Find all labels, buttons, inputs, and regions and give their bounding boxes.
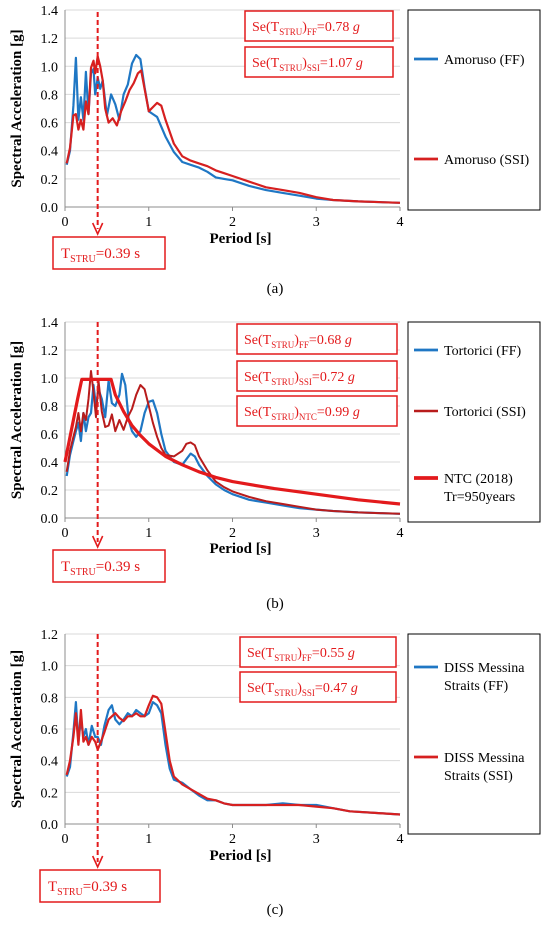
panel-label: (c)	[267, 902, 284, 918]
x-tick-label: 3	[313, 832, 320, 847]
annotation-text: Se(TSTRU)SSI=1.07 g	[252, 56, 363, 73]
series-line	[65, 55, 401, 204]
series-line	[63, 377, 401, 506]
x-axis-label: Period [s]	[209, 231, 271, 247]
y-tick-label: 0.2	[41, 786, 59, 801]
x-tick-label: 4	[397, 526, 404, 541]
period-label: TSTRU=0.39 s	[48, 879, 127, 898]
x-axis-label: Period [s]	[209, 848, 271, 864]
legend-label: Amoruso (FF)	[444, 53, 525, 68]
y-tick-label: 0.4	[41, 456, 59, 471]
y-tick-label: 1.2	[41, 32, 59, 47]
period-label-box	[52, 549, 166, 583]
chart-panel-3: 0.0 0.2 0.4 0.6 0.8 1.0 1.2 0 1 2 3 4 Period [s] Spec…	[9, 628, 541, 918]
x-tick-label: 2	[229, 526, 236, 541]
x-tick-label: 1	[145, 526, 152, 541]
period-label-box	[39, 869, 161, 903]
annotation-box	[239, 636, 397, 668]
legend-label: Tortorici (FF)	[444, 344, 522, 359]
annotation-box	[236, 395, 398, 427]
y-tick-label: 1.0	[41, 372, 59, 387]
y-tick-label: 0.8	[41, 88, 59, 103]
annotation-box	[239, 671, 397, 703]
legend-box	[407, 321, 541, 523]
x-tick-label: 2	[229, 215, 236, 230]
y-tick-label: 0.6	[41, 723, 59, 738]
legend-label: DISS Messina	[444, 751, 525, 766]
y-axis-label: Spectral Acceleration [g]	[9, 341, 25, 499]
x-tick-label: 1	[145, 832, 152, 847]
series-line	[65, 372, 401, 515]
period-marker-arrow	[91, 535, 104, 549]
annotation-box	[244, 10, 394, 42]
y-axis-label: Spectral Acceleration [g]	[9, 650, 25, 808]
series-line	[65, 53, 401, 204]
annotation-text: Se(TSTRU)FF=0.55 g	[247, 646, 355, 663]
annotation-box	[236, 323, 398, 355]
legend-box	[407, 9, 541, 211]
series-line	[65, 694, 401, 816]
y-tick-label: 0.0	[41, 512, 59, 527]
x-tick-label: 3	[313, 215, 320, 230]
y-tick-label: 0.0	[41, 818, 59, 833]
period-label: TSTRU=0.39 s	[61, 559, 140, 578]
panel-label: (a)	[267, 281, 284, 297]
x-tick-label: 4	[397, 215, 404, 230]
y-tick-label: 0.8	[41, 400, 59, 415]
y-tick-label: 1.4	[41, 4, 59, 19]
annotation-text: Se(TSTRU)FF=0.78 g	[252, 20, 360, 37]
chart-panel-1: 0.0 0.2 0.4 0.6 0.8 1.0 1.2 1.4 0 1 2 3 4 Period [s] S…	[9, 4, 541, 297]
annotation-box	[236, 360, 398, 392]
y-tick-label: 1.0	[41, 60, 59, 75]
legend-label-line2: Straits (SSI)	[444, 769, 513, 784]
x-tick-label: 4	[397, 832, 404, 847]
period-marker-arrow	[91, 855, 104, 869]
annotation-text: Se(TSTRU)SSI=0.72 g	[244, 370, 355, 387]
period-marker-arrow	[91, 222, 104, 236]
y-tick-label: 0.6	[41, 117, 59, 132]
y-tick-label: 1.2	[41, 628, 59, 643]
y-tick-label: 0.0	[41, 201, 59, 216]
period-label: TSTRU=0.39 s	[61, 246, 140, 265]
x-axis-label: Period [s]	[209, 541, 271, 557]
chart-panel-2: 0.0 0.2 0.4 0.6 0.8 1.0 1.2 1.4 0 1 2 3 4 Period [s] S…	[9, 316, 541, 612]
series-line	[65, 701, 401, 816]
x-tick-label: 0	[62, 832, 69, 847]
x-tick-label: 3	[313, 526, 320, 541]
x-tick-label: 2	[229, 832, 236, 847]
legend-label-line2: Straits (FF)	[444, 679, 509, 694]
y-tick-label: 0.4	[41, 145, 59, 160]
y-tick-label: 1.2	[41, 344, 59, 359]
y-axis-label: Spectral Acceleration [g]	[9, 29, 25, 187]
y-tick-label: 1.0	[41, 660, 59, 675]
y-tick-label: 1.4	[41, 316, 59, 331]
y-tick-label: 0.2	[41, 173, 59, 188]
annotation-box	[244, 46, 394, 78]
legend-label-line2: Tr=950years	[444, 490, 515, 505]
x-tick-label: 0	[62, 215, 69, 230]
y-tick-label: 0.6	[41, 428, 59, 443]
series-line	[65, 370, 401, 515]
y-tick-label: 0.4	[41, 755, 59, 770]
annotation-text: Se(TSTRU)NTC=0.99 g	[244, 405, 360, 422]
legend-label: Tortorici (SSI)	[444, 405, 526, 420]
y-tick-label: 0.2	[41, 484, 59, 499]
legend-label: Amoruso (SSI)	[444, 153, 530, 168]
period-label-box	[52, 236, 166, 270]
panel-label: (b)	[266, 596, 284, 612]
legend-label: NTC (2018)	[444, 472, 513, 487]
x-tick-label: 0	[62, 526, 69, 541]
legend-label: DISS Messina	[444, 661, 525, 676]
annotation-text: Se(TSTRU)SSI=0.47 g	[247, 681, 358, 698]
annotation-text: Se(TSTRU)FF=0.68 g	[244, 333, 352, 350]
y-tick-label: 0.8	[41, 691, 59, 706]
x-tick-label: 1	[145, 215, 152, 230]
